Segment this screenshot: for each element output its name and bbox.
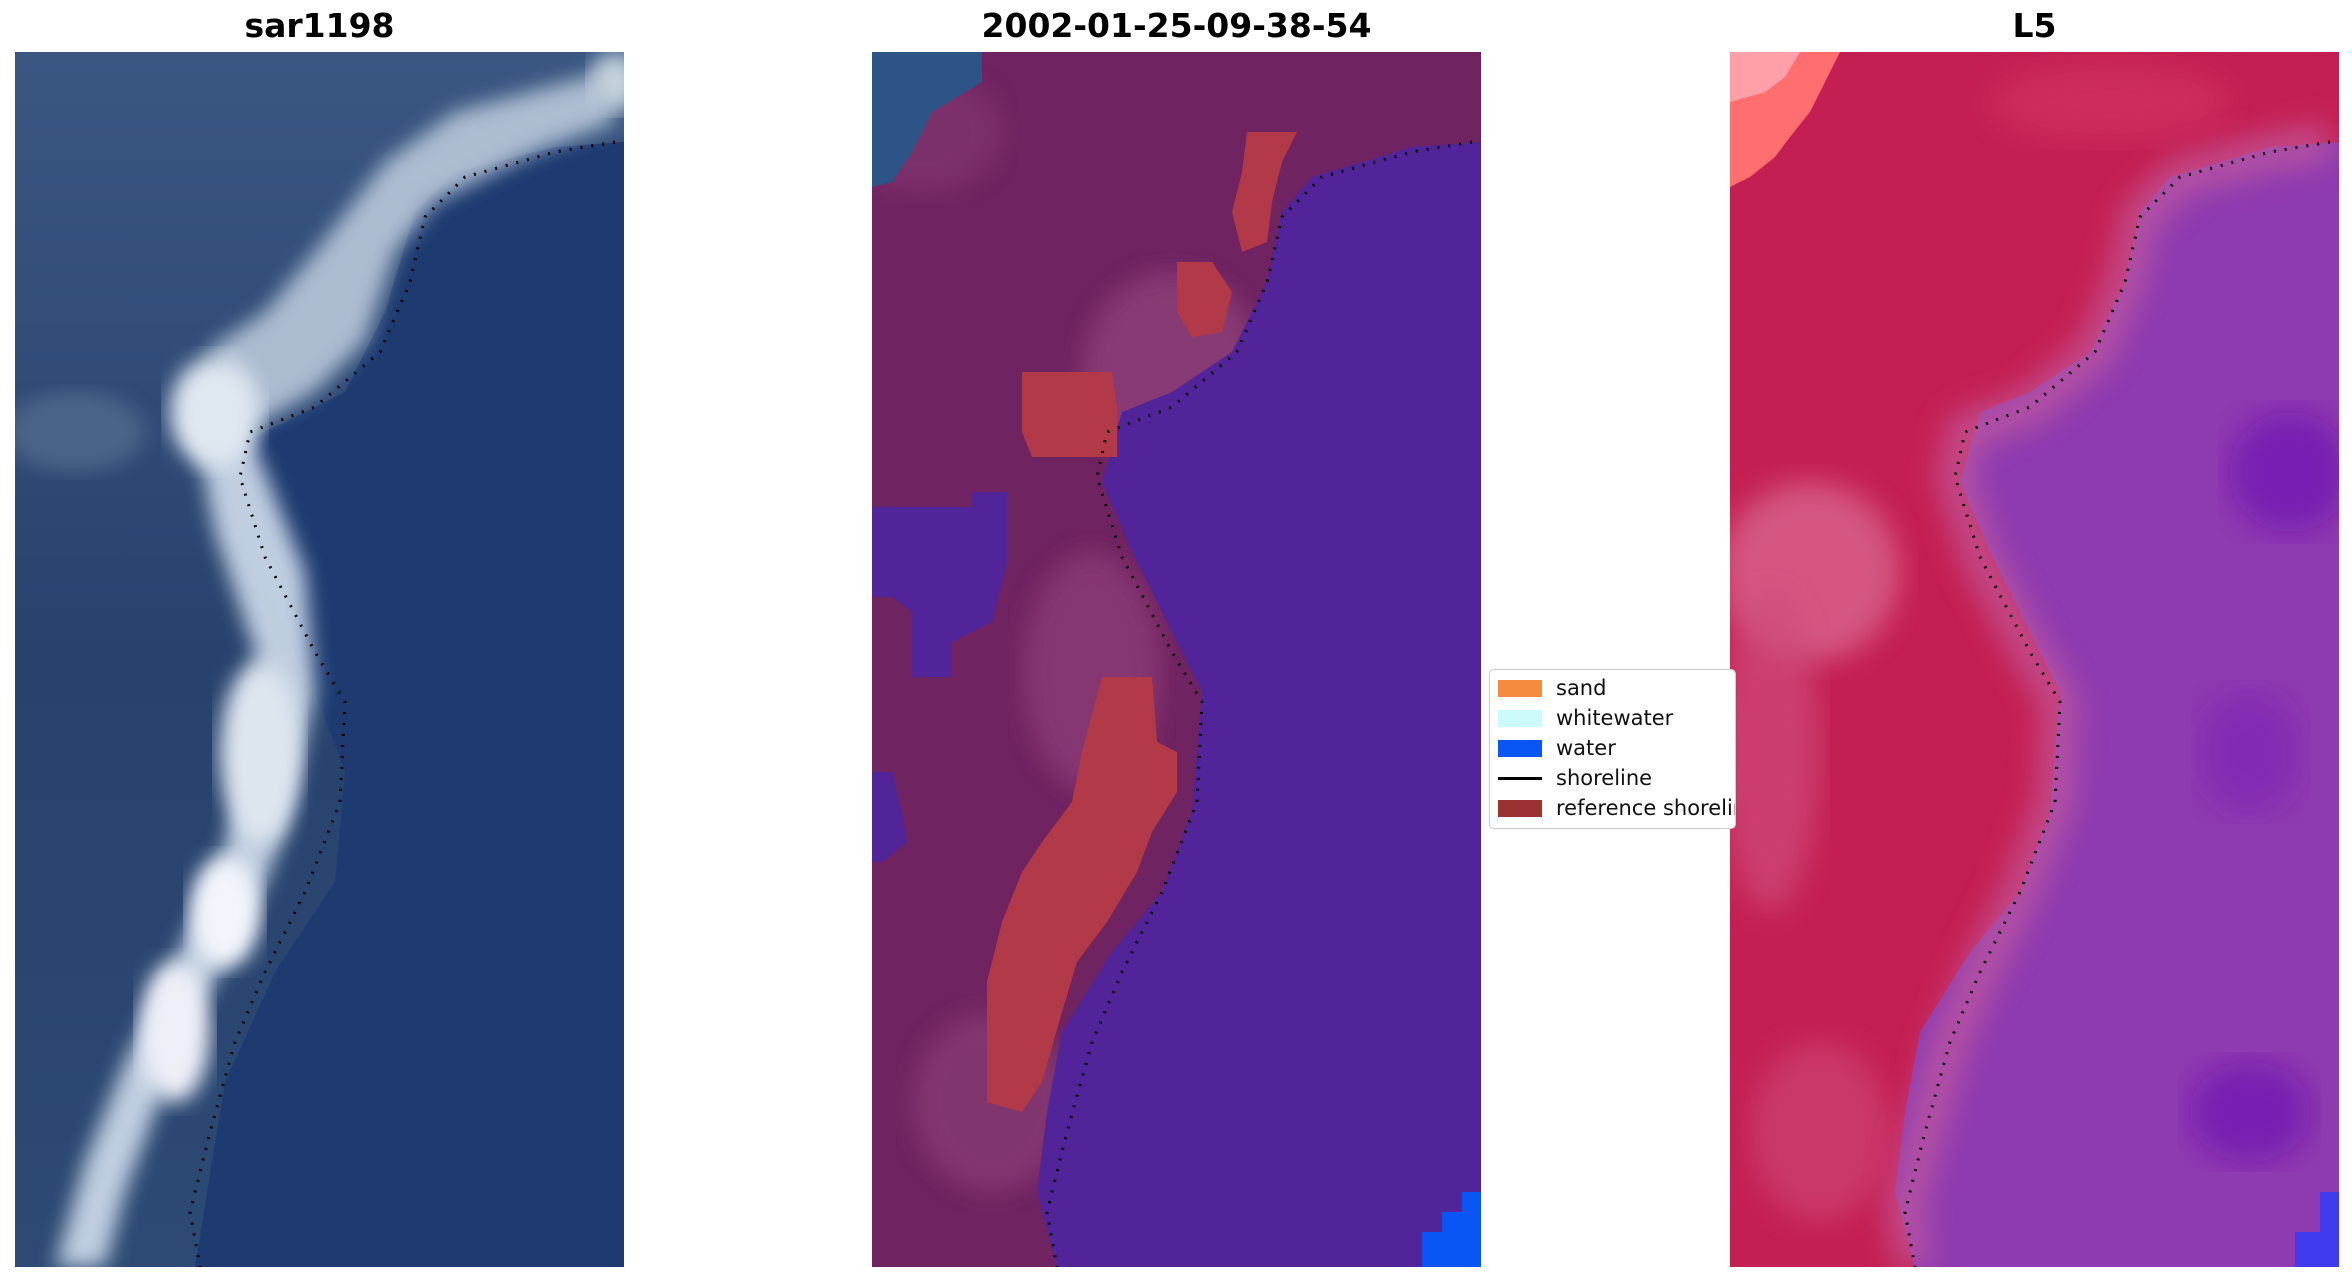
shoreline <box>188 140 616 1267</box>
legend-item-whitewater: whitewater <box>1498 705 1673 731</box>
index-image <box>1730 52 2339 1267</box>
index-image-panel <box>1730 52 2339 1267</box>
rgb-image-panel <box>15 52 624 1267</box>
legend-swatch-reference-shoreline <box>1498 799 1542 817</box>
legend-label: water <box>1556 736 1616 760</box>
legend-swatch-sand <box>1498 679 1542 697</box>
legend-item-shoreline: shoreline <box>1498 765 1652 791</box>
legend-line-shoreline <box>1498 776 1542 780</box>
rgb-image <box>15 52 624 1267</box>
classified-image-panel <box>872 52 1481 1267</box>
panel-title-classified: 2002-01-25-09-38-54 <box>981 6 1372 45</box>
legend-label: sand <box>1556 676 1607 700</box>
legend-label: whitewater <box>1556 706 1674 730</box>
legend-label: shoreline <box>1556 766 1653 790</box>
shoreline <box>1903 140 2331 1267</box>
legend-label: reference shoreline <box>1556 796 1735 820</box>
legend-swatch-whitewater <box>1498 709 1542 727</box>
legend-item-reference-shoreline: reference shoreline <box>1498 795 1735 821</box>
shoreline <box>1045 140 1473 1267</box>
legend-item-water: water <box>1498 735 1616 761</box>
legend: sand whitewater water shoreline referenc… <box>1489 669 1736 829</box>
panel-title-rgb: sar1198 <box>244 6 395 45</box>
classified-image <box>872 52 1481 1267</box>
panel-title-index: L5 <box>2012 6 2057 45</box>
legend-swatch-water <box>1498 739 1542 757</box>
legend-item-sand: sand <box>1498 675 1606 701</box>
